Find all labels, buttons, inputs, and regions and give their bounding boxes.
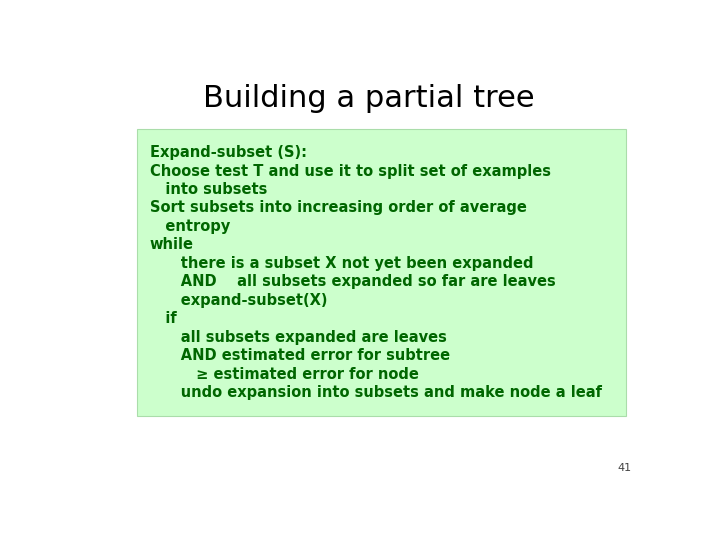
Text: expand-subset(X): expand-subset(X) — [150, 293, 327, 308]
Text: Expand-subset (S):: Expand-subset (S): — [150, 145, 307, 160]
Text: while: while — [150, 238, 194, 252]
Text: into subsets: into subsets — [150, 182, 267, 197]
Text: Building a partial tree: Building a partial tree — [203, 84, 535, 112]
Text: if: if — [150, 311, 176, 326]
Text: Sort subsets into increasing order of average: Sort subsets into increasing order of av… — [150, 200, 526, 215]
Text: 41: 41 — [617, 463, 631, 473]
Text: AND    all subsets expanded so far are leaves: AND all subsets expanded so far are leav… — [150, 274, 555, 289]
Text: all subsets expanded are leaves: all subsets expanded are leaves — [150, 330, 446, 345]
Text: ≥ estimated error for node: ≥ estimated error for node — [150, 367, 418, 382]
Text: Choose test T and use it to split set of examples: Choose test T and use it to split set of… — [150, 164, 551, 179]
Text: AND estimated error for subtree: AND estimated error for subtree — [150, 348, 450, 363]
Text: entropy: entropy — [150, 219, 230, 234]
Text: undo expansion into subsets and make node a leaf: undo expansion into subsets and make nod… — [150, 385, 602, 400]
FancyBboxPatch shape — [138, 129, 626, 416]
Text: there is a subset X not yet been expanded: there is a subset X not yet been expande… — [150, 256, 534, 271]
